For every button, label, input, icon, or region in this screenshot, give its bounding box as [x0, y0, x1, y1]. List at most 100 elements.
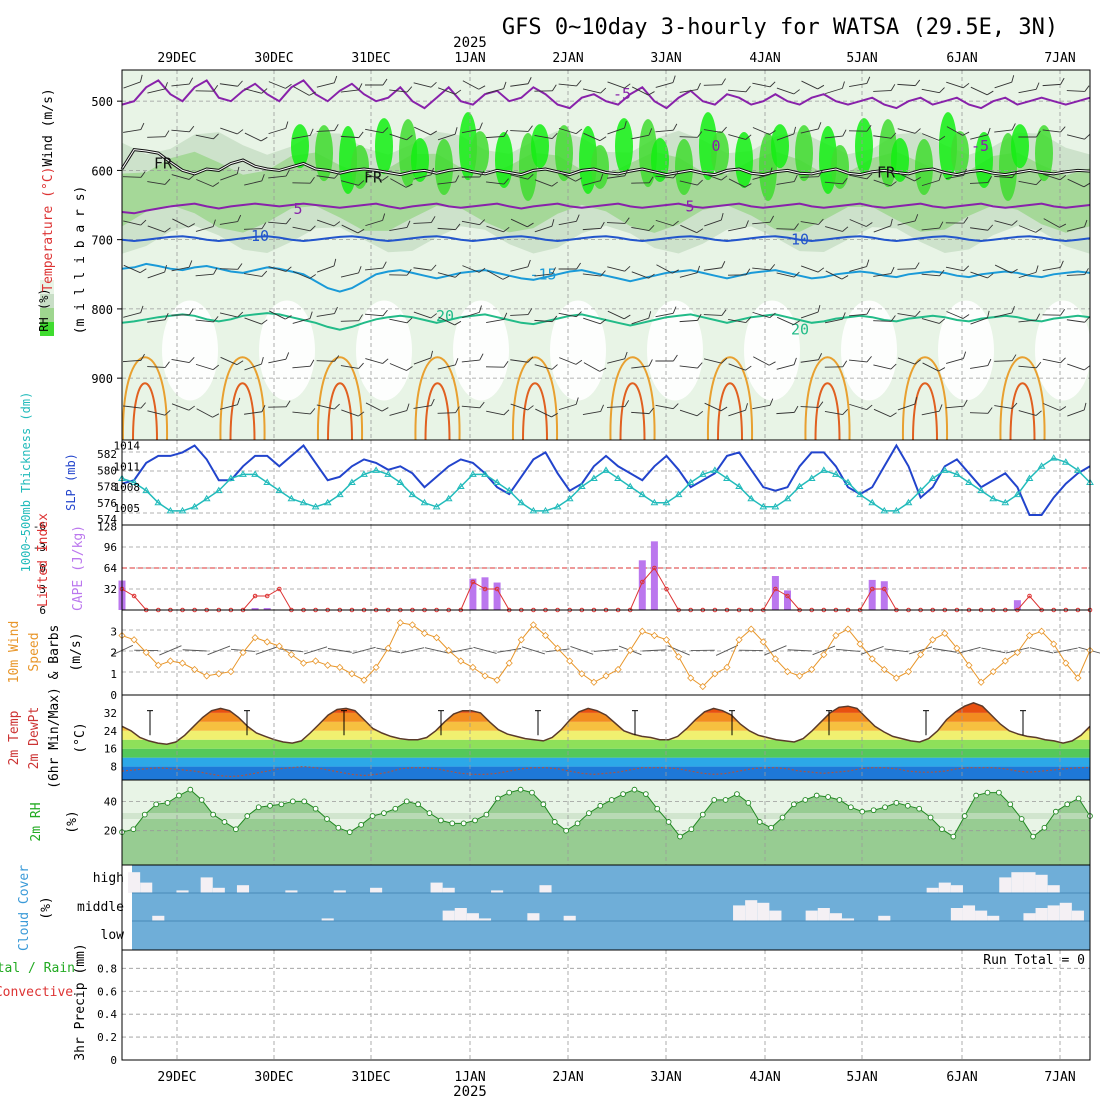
rh2m-point [165, 800, 170, 805]
rh-moist-cell [771, 124, 789, 168]
isotherm-label: 10 [791, 231, 809, 249]
cloud-bar-middle [987, 916, 999, 921]
rh2m-point [188, 787, 193, 792]
day-label-bottom: 1JAN [454, 1070, 485, 1085]
thickness-ylabel: 1000~500mb Thickness (dm) [19, 392, 33, 573]
isotherm-label: 10 [251, 227, 269, 245]
rh2m-point [735, 792, 740, 797]
rh2m-point [723, 798, 728, 803]
rh2m-point [883, 805, 888, 810]
rh2m-point [1019, 817, 1024, 822]
rh2m-point [1065, 802, 1070, 807]
rh-moist-cell [615, 118, 633, 174]
rh2m-point [245, 814, 250, 819]
cape-bar [784, 590, 791, 610]
cloud-bar-high [443, 888, 455, 893]
rh2m-point [621, 792, 626, 797]
rh2m-point [290, 799, 295, 804]
cloud-bar-middle [467, 913, 479, 921]
rh2m-point [347, 830, 352, 835]
rh2m-point [382, 811, 387, 816]
wind-barb-shaft [801, 177, 819, 178]
day-label-bottom: 6JAN [946, 1070, 977, 1085]
wind-ylabel-line4: (m/s) [69, 632, 84, 671]
cape-tick-label: 96 [104, 541, 117, 554]
wind-tick-label: 2 [110, 647, 117, 660]
rh2m-point [746, 800, 751, 805]
rh2m-point [996, 790, 1001, 795]
cloud-bar-middle [769, 911, 781, 921]
rh-moist-cell [495, 132, 513, 188]
rh2m-point [1076, 796, 1081, 801]
cloud-bar-high [1023, 872, 1035, 893]
cloud-bar-middle [878, 916, 890, 921]
rh2m-point [438, 818, 443, 823]
temp-band [122, 749, 1090, 758]
temp-ylabel-line1: 2m Temp [7, 710, 22, 765]
rh2m-point [974, 793, 979, 798]
cloud-bar-high [431, 883, 443, 893]
rh2m-point [1053, 809, 1058, 814]
temp-tick-label: 16 [104, 743, 117, 756]
wind-ylabel-line3: & Barbs [47, 625, 62, 680]
rh2m-point [792, 802, 797, 807]
rh2m-point [871, 808, 876, 813]
year-label-bottom: 2025 [453, 1084, 487, 1100]
cloud-bar-high [927, 888, 939, 893]
rh2m-point [211, 812, 216, 817]
cloud-sky-bg [132, 865, 1090, 950]
cloud-bar-middle [975, 911, 987, 921]
rh2m-point [962, 814, 967, 819]
cape-bar [651, 541, 658, 610]
wind-tick-label: 3 [110, 625, 117, 638]
day-label-top: 7JAN [1044, 51, 1075, 66]
temp-ylabel-line3: (6hr Min/Max) [47, 687, 62, 789]
day-label-bottom: 5JAN [846, 1070, 877, 1085]
rh2m-point [302, 799, 307, 804]
isotherm-label: 20 [791, 321, 809, 339]
cloud-bar-high [539, 885, 551, 893]
cloud-bar-high [999, 877, 1011, 893]
cape-bar [869, 580, 876, 610]
rh2m-tick-label: 20 [104, 825, 117, 838]
day-label-bottom: 7JAN [1044, 1070, 1075, 1085]
rh2m-point [837, 798, 842, 803]
cloud-bar-middle [564, 916, 576, 921]
cape-bar [494, 583, 501, 610]
wind-barb-shaft [994, 361, 1012, 362]
rh2m-point [393, 806, 398, 811]
cloud-bar-high [939, 883, 951, 893]
cape-tick-label: 64 [104, 562, 118, 575]
rh2m-point [609, 798, 614, 803]
pressure-tick-label: 500 [91, 95, 113, 109]
rh2m-point [177, 793, 182, 798]
precip-tick-label: 0.4 [97, 1008, 117, 1021]
precip-ylabel: 3hr Precip (mm) [73, 943, 88, 1060]
cape-ylabel: CAPE (J/kg) [71, 525, 86, 611]
rh2m-point [279, 802, 284, 807]
cloud-bar-middle [443, 911, 455, 921]
rh2m-point [803, 798, 808, 803]
rh2m-point [495, 796, 500, 801]
slp-tick-label: 1011 [114, 460, 141, 473]
rh2m-point [154, 802, 159, 807]
rh2m-units: (%) [65, 810, 80, 833]
rh2m-point [473, 818, 478, 823]
wind-ylabel-line1: 10m Wind [7, 621, 22, 684]
rh2m-point [860, 809, 865, 814]
chart-title: GFS 0~10day 3-hourly for WATSA (29.5E, 3… [502, 15, 1058, 40]
rh2m-point [769, 825, 774, 830]
wind-barb-shaft [220, 269, 238, 270]
precip-total-label: Total / Rain [0, 961, 75, 976]
temp-tick-label: 8 [110, 761, 117, 774]
pressure-tick-label: 600 [91, 164, 113, 178]
rh-moist-cell [915, 139, 933, 195]
day-label-bottom: 31DEC [351, 1070, 390, 1085]
rh2m-point [131, 827, 136, 832]
rh2m-point [507, 790, 512, 795]
rh2m-point [370, 814, 375, 819]
rh2m-point [951, 834, 956, 839]
rh-moist-cell [1011, 124, 1029, 168]
day-label-top: 6JAN [946, 51, 977, 66]
